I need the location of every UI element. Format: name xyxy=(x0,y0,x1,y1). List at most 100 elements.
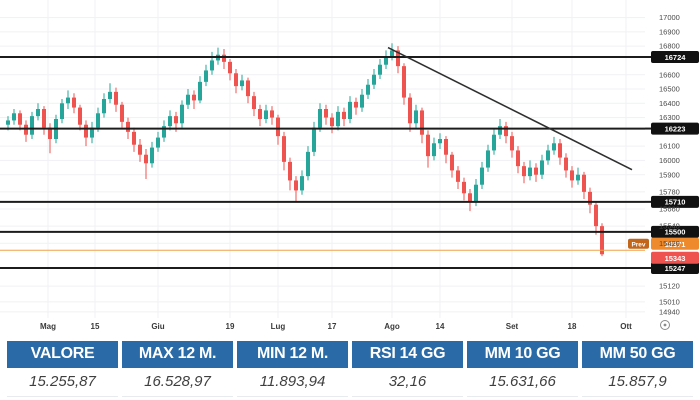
price-chart[interactable]: 16724 16223 15710 15500 15247 Prev 15371 15343 1… xyxy=(0,0,700,336)
candle xyxy=(156,131,160,152)
candle xyxy=(462,177,466,201)
candle-body xyxy=(156,137,160,148)
y-axis-tick-label: 15780 xyxy=(659,187,680,196)
candle xyxy=(528,160,532,181)
candle-body xyxy=(18,113,22,125)
candle-body xyxy=(228,61,232,74)
candle-body xyxy=(42,109,46,128)
candle xyxy=(186,89,190,109)
stat-col-mm50: MM 50 GG 15.857,9 xyxy=(582,341,693,397)
candle xyxy=(276,114,280,145)
candle-body xyxy=(60,103,64,119)
y-axis-tick-label: 16300 xyxy=(659,113,680,122)
candle-body xyxy=(48,127,52,139)
stat-value: 15.631,66 xyxy=(467,367,578,397)
stat-header: MM 50 GG xyxy=(582,341,693,368)
candle xyxy=(162,120,166,142)
x-axis-tick-label: 17 xyxy=(328,322,337,331)
candle xyxy=(84,120,88,147)
level-price-label: 15500 xyxy=(665,228,686,237)
candle xyxy=(492,129,496,155)
candle xyxy=(594,201,598,235)
level-price-badge xyxy=(651,195,699,208)
candle xyxy=(342,107,346,127)
candle-body xyxy=(258,109,262,119)
candle xyxy=(108,83,112,104)
candle-body xyxy=(132,131,136,145)
x-axis-tick-label: 18 xyxy=(568,322,577,331)
candle xyxy=(444,136,448,164)
candle xyxy=(570,166,574,188)
x-axis-tick-label: Mag xyxy=(40,322,56,331)
candle xyxy=(318,103,322,132)
candle xyxy=(408,93,412,132)
candle-body xyxy=(480,167,484,185)
y-axis-tick-label: 15660 xyxy=(659,205,680,214)
candle-body xyxy=(354,101,358,108)
stat-header: RSI 14 GG xyxy=(352,341,463,368)
candle-body xyxy=(204,70,208,82)
candle xyxy=(78,104,82,131)
candle-body xyxy=(246,80,250,97)
candle xyxy=(540,154,544,179)
y-axis-tick-label: 14940 xyxy=(659,307,680,316)
candle-body xyxy=(564,157,568,171)
candle-body xyxy=(72,97,76,108)
candle xyxy=(66,90,70,109)
candle-body xyxy=(510,136,514,151)
candle-body xyxy=(342,111,346,119)
candle xyxy=(294,176,298,202)
chart-grid xyxy=(0,0,645,318)
candle-body xyxy=(240,80,244,87)
last-price-badge xyxy=(651,251,699,264)
y-axis-tick-label: 17000 xyxy=(659,13,680,22)
candle-body xyxy=(486,150,490,168)
candle-body xyxy=(498,126,502,135)
candle-body xyxy=(450,154,454,171)
axis-settings-icon[interactable] xyxy=(660,320,670,330)
candle-body xyxy=(168,116,172,127)
prev-close-marker: Prev 15371 xyxy=(0,237,699,251)
candle xyxy=(282,131,286,171)
candle xyxy=(138,139,142,162)
candle-body xyxy=(540,160,544,175)
candle-body xyxy=(492,134,496,151)
candle xyxy=(150,141,154,168)
last-price-marker: 15343 xyxy=(651,251,699,264)
candle-body xyxy=(516,150,520,167)
candle-body xyxy=(162,126,166,138)
candle xyxy=(336,106,340,131)
axis-settings-icon-circle[interactable] xyxy=(660,320,670,330)
y-axis-tick-label: 16800 xyxy=(659,42,680,51)
candle-body xyxy=(588,191,592,205)
candle-body xyxy=(384,56,388,65)
candle xyxy=(354,97,358,115)
axis-settings-icon-dot[interactable] xyxy=(663,323,667,327)
stat-header: MAX 12 M. xyxy=(122,341,233,368)
candle-body xyxy=(144,154,148,164)
candle xyxy=(258,104,262,127)
x-axis-tick-label: 14 xyxy=(436,322,445,331)
candle-body xyxy=(114,91,118,105)
stat-col-valore: VALORE 15.255,87 xyxy=(7,341,118,397)
candle xyxy=(582,171,586,199)
candle-body xyxy=(306,151,310,177)
candle xyxy=(372,69,376,89)
candle-body xyxy=(300,176,304,191)
level-price-label: 15710 xyxy=(665,198,686,207)
candle xyxy=(348,96,352,124)
candle-body xyxy=(270,110,274,118)
stat-col-mm10: MM 10 GG 15.631,66 xyxy=(467,341,578,397)
y-axis-tick-label: 15540 xyxy=(659,222,680,231)
x-axis-tick-label: Set xyxy=(506,322,519,331)
level-price-badge xyxy=(651,225,699,238)
candle xyxy=(72,93,76,114)
candle-body xyxy=(66,97,70,104)
candle xyxy=(24,120,28,142)
candle xyxy=(426,130,430,168)
candle xyxy=(558,139,562,165)
x-axis-tick-label: Giu xyxy=(151,322,164,331)
candle-body xyxy=(360,94,364,108)
descending-trendline xyxy=(387,46,633,171)
